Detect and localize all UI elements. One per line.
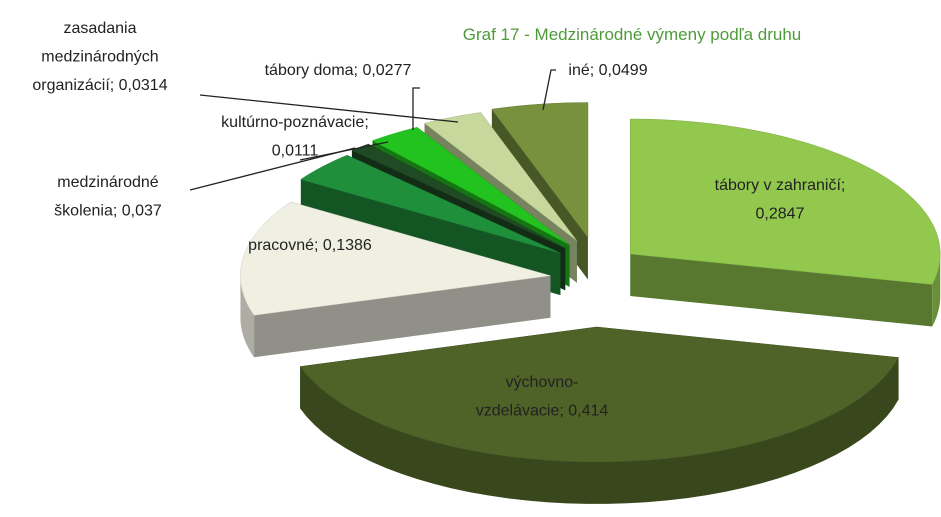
slice (299, 326, 899, 463)
pie (240, 102, 941, 504)
slice-face (630, 254, 933, 327)
slice (371, 127, 570, 246)
data-label: pracovné; 0,1386 (248, 237, 372, 254)
data-label: iné; 0,0499 (568, 62, 647, 79)
data-label: tábory doma; 0,0277 (265, 62, 412, 79)
slice (423, 112, 578, 242)
slice-side (300, 357, 899, 504)
slice (629, 118, 941, 285)
data-label: tábory v zahraničí; 0,2847 (715, 177, 846, 223)
data-label-line: 0,2847 (756, 206, 805, 223)
data-label-line: výchovno- (506, 374, 579, 391)
slice (491, 102, 589, 239)
leader-lines (189, 69, 556, 191)
slice (629, 118, 941, 327)
data-label-line: iné; 0,0499 (568, 62, 647, 79)
slice (299, 326, 899, 504)
data-label-line: tábory v zahraničí; (715, 177, 846, 194)
chart-title: Graf 17 - Medzinárodné výmeny podľa druh… (463, 25, 802, 44)
slice (240, 201, 551, 316)
data-label-line: kultúrno-poznávacie; (221, 114, 369, 131)
data-label: medzinárodné školenia; 0,037 (54, 174, 162, 220)
data-label-line: 0,0111 (272, 143, 319, 160)
data-label-line: tábory doma; 0,0277 (265, 62, 412, 79)
data-label: výchovno-vzdelávacie; 0,414 (476, 374, 609, 420)
leader-line (412, 87, 420, 130)
leader-line (299, 141, 389, 161)
slice-side (932, 254, 941, 327)
data-label-line: zasadania (64, 20, 137, 37)
data-label-line: medzinárodné (57, 174, 159, 191)
data-label-line: medzinárodných (41, 49, 158, 66)
leader-line (542, 69, 556, 111)
data-label: zasadania medzinárodných organizácií; 0,03… (32, 20, 167, 94)
data-label-line: vzdelávacie; 0,414 (476, 403, 609, 420)
data-label-line: organizácií; 0,0314 (32, 77, 167, 94)
data-label-line: školenia; 0,037 (54, 203, 162, 220)
leader-line (199, 94, 459, 123)
data-labels: tábory v zahraničí; 0,2847 výchovno-vzdelá… (32, 20, 845, 420)
data-label: kultúrno-poznávacie; 0,0111 (221, 114, 369, 160)
slice (240, 201, 551, 358)
data-label-line: pracovné; 0,1386 (248, 237, 372, 254)
slice (300, 154, 561, 254)
